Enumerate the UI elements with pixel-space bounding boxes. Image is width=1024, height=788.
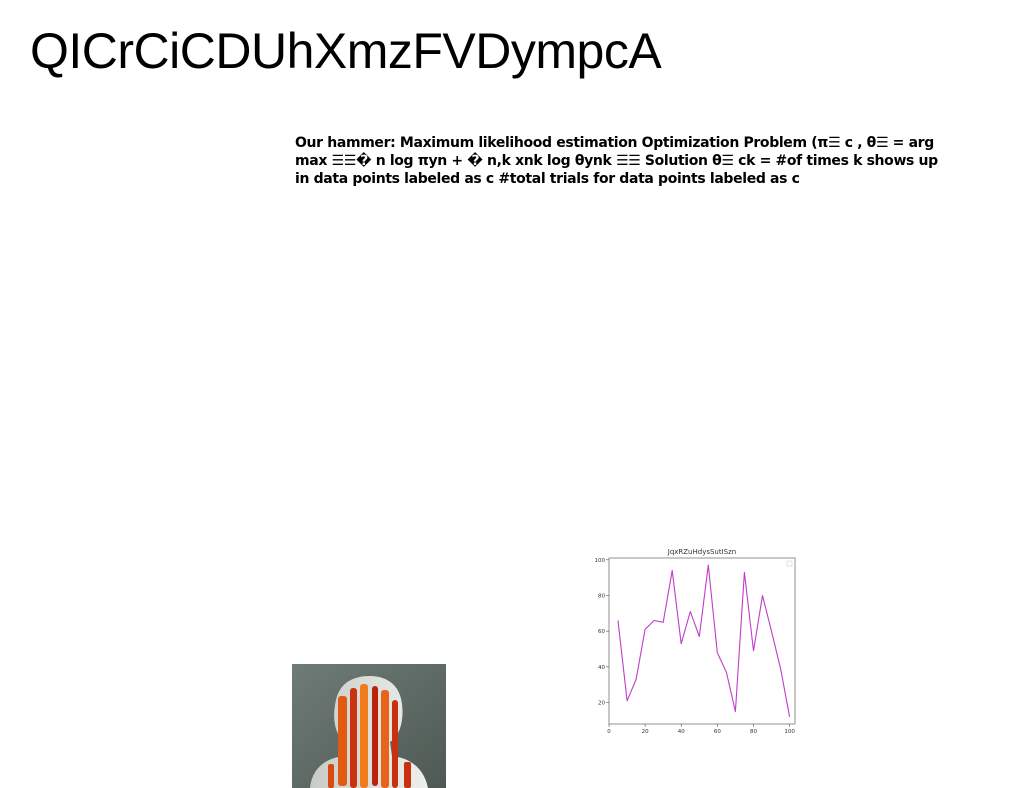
y-tick-label: 40 (598, 665, 605, 671)
y-tick-label: 100 (595, 558, 606, 564)
x-tick-label: 80 (750, 729, 757, 735)
slide-title: QICrCiCDUhXmzFVDympcA (30, 22, 661, 80)
x-tick-label: 100 (784, 729, 795, 735)
x-tick-label: 0 (607, 729, 611, 735)
y-tick-label: 60 (598, 629, 605, 635)
line-chart: JqxRZuHdysSutISzn 0 20 40 60 80 100 20 40 60 80 100 (588, 545, 800, 740)
plot-frame (609, 558, 795, 724)
series-line (618, 565, 790, 717)
x-tick-label: 40 (678, 729, 685, 735)
x-tick-label: 20 (642, 729, 649, 735)
y-tick-label: 80 (598, 593, 605, 599)
legend-box (787, 561, 792, 566)
body-text: Our hammer: Maximum likelihood estimatio… (295, 134, 940, 188)
y-tick-label: 20 (598, 701, 605, 707)
x-tick-label: 60 (714, 729, 721, 735)
sculpture-photo (292, 664, 446, 788)
chart-title: JqxRZuHdysSutISzn (667, 548, 737, 556)
